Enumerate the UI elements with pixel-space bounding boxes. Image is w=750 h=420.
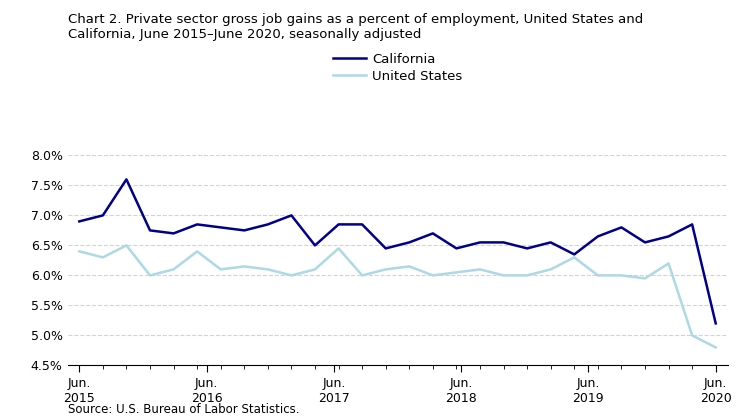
California — [476, 240, 484, 245]
Line: California: California — [80, 179, 716, 323]
California — [240, 228, 249, 233]
California — [310, 243, 320, 248]
United States — [405, 264, 414, 269]
United States — [664, 261, 673, 266]
Line: United States: United States — [80, 245, 716, 347]
Text: Source: U.S. Bureau of Labor Statistics.: Source: U.S. Bureau of Labor Statistics. — [68, 403, 299, 416]
California — [146, 228, 154, 233]
United States — [193, 249, 202, 254]
United States — [640, 276, 650, 281]
California — [334, 222, 343, 227]
California — [75, 219, 84, 224]
United States — [358, 273, 367, 278]
Legend: California, United States: California, United States — [332, 53, 463, 83]
United States — [146, 273, 154, 278]
California — [640, 240, 650, 245]
United States — [75, 249, 84, 254]
United States — [240, 264, 249, 269]
United States — [711, 345, 720, 350]
United States — [499, 273, 508, 278]
California — [169, 231, 178, 236]
California — [122, 177, 131, 182]
California — [688, 222, 697, 227]
California — [358, 222, 367, 227]
United States — [546, 267, 555, 272]
United States — [452, 270, 461, 275]
California — [405, 240, 414, 245]
United States — [688, 333, 697, 338]
California — [546, 240, 555, 245]
United States — [263, 267, 272, 272]
California — [523, 246, 532, 251]
United States — [216, 267, 225, 272]
Text: Chart 2. Private sector gross job gains as a percent of employment, United State: Chart 2. Private sector gross job gains … — [68, 13, 643, 41]
United States — [523, 273, 532, 278]
United States — [98, 255, 107, 260]
California — [570, 252, 579, 257]
United States — [476, 267, 484, 272]
California — [593, 234, 602, 239]
United States — [428, 273, 437, 278]
United States — [617, 273, 626, 278]
California — [216, 225, 225, 230]
United States — [381, 267, 390, 272]
United States — [169, 267, 178, 272]
United States — [593, 273, 602, 278]
California — [499, 240, 508, 245]
California — [428, 231, 437, 236]
California — [263, 222, 272, 227]
United States — [287, 273, 296, 278]
California — [381, 246, 390, 251]
California — [711, 321, 720, 326]
United States — [570, 255, 579, 260]
California — [617, 225, 626, 230]
United States — [334, 246, 343, 251]
California — [98, 213, 107, 218]
United States — [122, 243, 131, 248]
California — [452, 246, 461, 251]
California — [664, 234, 673, 239]
United States — [310, 267, 320, 272]
California — [287, 213, 296, 218]
California — [193, 222, 202, 227]
